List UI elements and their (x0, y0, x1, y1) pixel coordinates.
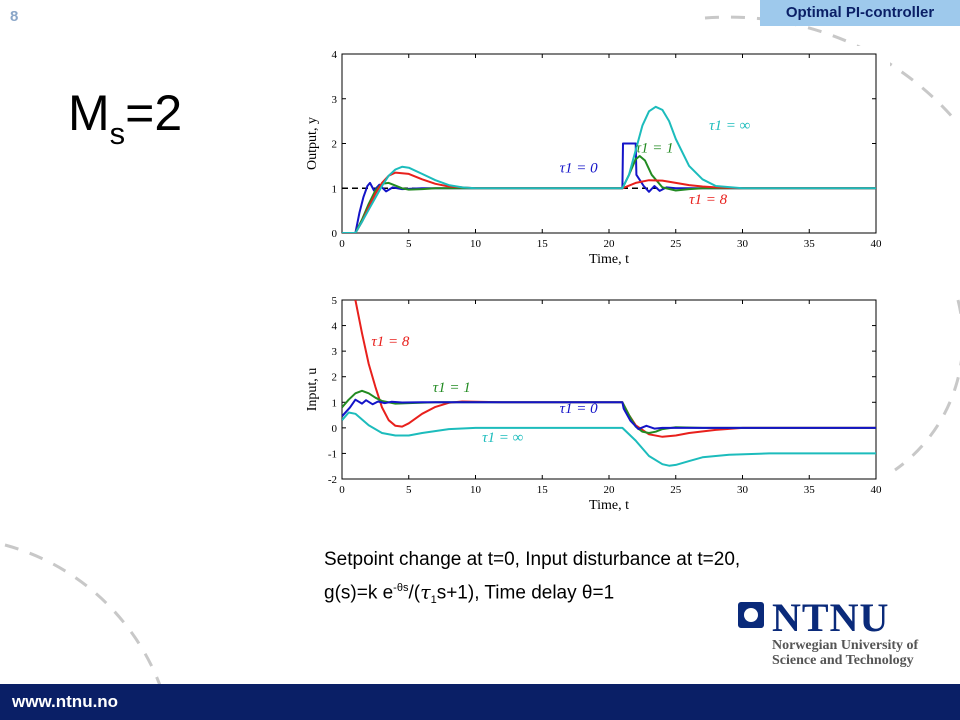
slide-heading: Ms=2 (68, 88, 182, 149)
heading-tail: =2 (125, 85, 183, 141)
y-tick-label: 0 (332, 423, 338, 435)
section-tag: Optimal PI-controller (760, 0, 960, 26)
y-tick-label: 1 (332, 397, 338, 409)
x-tick-label: 15 (537, 484, 549, 496)
decorative-arc (704, 15, 957, 121)
y-tick-label: 4 (332, 321, 338, 333)
y-tick-label: 5 (332, 295, 338, 307)
y-tick-label: 2 (332, 139, 338, 151)
series-annotation: τ1 = ∞ (482, 430, 523, 446)
plot-frame (341, 53, 877, 234)
x-tick-label: 0 (339, 484, 345, 496)
y-tick-label: 1 (332, 183, 338, 195)
x-tick-label: 0 (339, 238, 345, 250)
logo-tagline-2: Science and Technology (772, 653, 914, 668)
figure-caption: Setpoint change at t=0, Input disturbanc… (324, 546, 740, 614)
x-tick-label: 5 (406, 484, 412, 496)
y-axis-label: Output, y (305, 117, 320, 170)
caption-exponent: -θs (393, 582, 409, 594)
x-tick-label: 10 (470, 238, 482, 250)
x-axis-label: Time, t (589, 252, 629, 267)
output-chart: 0 5 10 15 20 25 30 35 40 0 1 2 3 4 Time, t Output, y τ1 … (296, 46, 890, 270)
caption-part: s+1), Time delay θ=1 (436, 582, 615, 604)
series-annotation: τ1 = 8 (689, 192, 727, 208)
x-tick-label: 25 (670, 238, 682, 250)
footer-url-link[interactable]: www.ntnu.no (12, 692, 119, 711)
x-tick-label: 35 (804, 238, 816, 250)
x-tick-label: 30 (737, 484, 749, 496)
caption-line-2: g(s)=k e-θs/(τ1s+1), Time delay θ=1 (324, 574, 740, 614)
series-annotation: τ1 = ∞ (709, 118, 750, 134)
series-annotation: τ1 = 1 (433, 380, 471, 396)
y-tick-label: 2 (332, 372, 338, 384)
footer-bar: www.ntnu.no (0, 684, 960, 720)
x-tick-label: 5 (406, 238, 412, 250)
decorative-arc (4, 543, 167, 701)
caption-part: g(s)=k e (324, 582, 394, 604)
series-annotation: τ1 = 8 (371, 334, 409, 350)
series-line (342, 155, 876, 233)
x-tick-label: 40 (871, 238, 883, 250)
caption-tau: τ (420, 581, 431, 604)
slide-number: 8 (10, 8, 19, 25)
heading-main: M (68, 85, 110, 141)
series-annotation: τ1 = 0 (560, 161, 598, 177)
plot-area (342, 105, 876, 233)
x-tick-label: 30 (737, 238, 749, 250)
y-tick-label: 0 (332, 228, 338, 240)
plot-area (342, 300, 876, 467)
y-axis-label: Input, u (305, 368, 320, 412)
series-line (342, 411, 876, 467)
x-tick-label: 25 (670, 484, 682, 496)
y-tick-label: 3 (332, 346, 338, 358)
logo-name: NTNU (772, 595, 890, 640)
y-tick-label: -1 (328, 448, 337, 460)
x-tick-label: 40 (871, 484, 883, 496)
x-tick-label: 35 (804, 484, 816, 496)
ntnu-logo[interactable]: NTNU Norwegian University of Science and… (738, 595, 938, 668)
series-line (342, 105, 876, 233)
decorative-arc (894, 299, 960, 472)
ntnu-mark-icon (738, 602, 764, 628)
caption-line-1: Setpoint change at t=0, Input disturbanc… (324, 549, 741, 570)
y-tick-label: 3 (332, 94, 338, 106)
series-annotation: τ1 = 1 (636, 140, 674, 156)
input-chart: 0 5 10 15 20 25 30 35 40 -2 -1 0 1 2 3 4 5 Time, t Input, … (296, 290, 890, 520)
x-tick-label: 10 (470, 484, 482, 496)
caption-subscript: 1 (430, 594, 437, 607)
series-annotation: τ1 = 0 (560, 401, 598, 417)
plot-frame (341, 299, 877, 480)
x-tick-label: 20 (604, 238, 616, 250)
y-tick-label: -2 (328, 474, 337, 486)
y-tick-label: 4 (332, 49, 338, 61)
heading-subscript: s (109, 116, 126, 151)
caption-part: /( (408, 582, 421, 604)
logo-tagline-1: Norwegian University of (772, 638, 919, 653)
x-axis-label: Time, t (589, 498, 629, 513)
x-tick-label: 20 (604, 484, 616, 496)
series-line (342, 398, 876, 431)
x-tick-label: 15 (537, 238, 549, 250)
